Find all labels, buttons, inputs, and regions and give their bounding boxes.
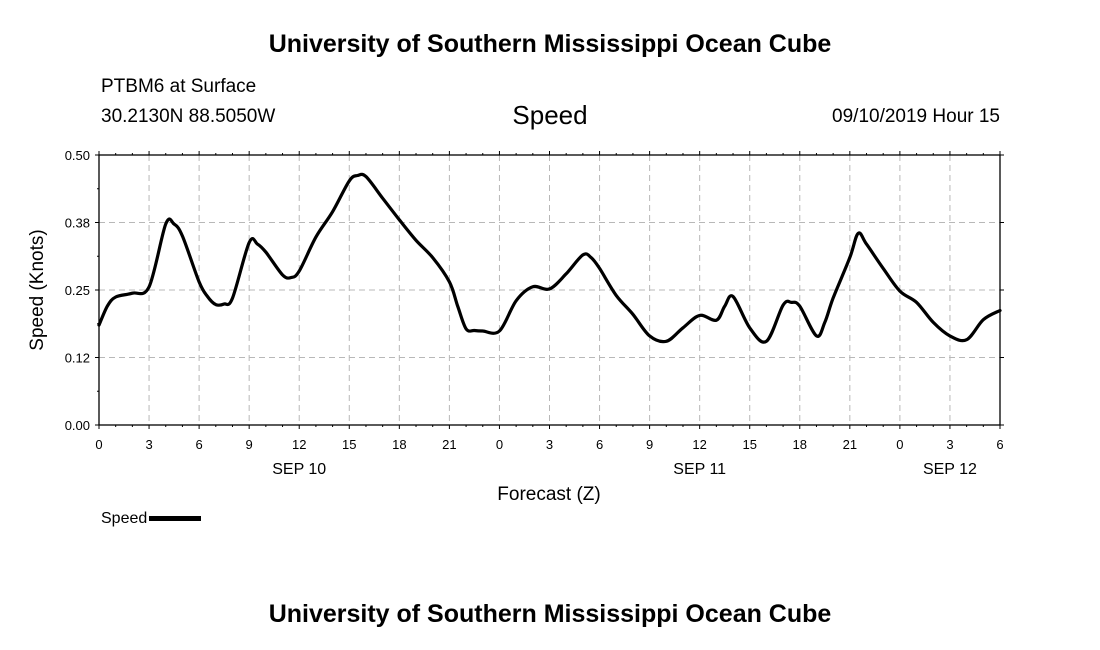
speed-series-line [97, 172, 1002, 344]
x-tick-label: 18 [793, 437, 807, 452]
legend-label: Speed [101, 510, 148, 527]
x-tick-label: 3 [946, 437, 953, 452]
x-tick-label: 9 [646, 437, 653, 452]
y-tick-label: 0.12 [65, 351, 90, 366]
chart-header-title: University of Southern Mississippi Ocean… [268, 30, 832, 58]
legend-swatch [149, 516, 202, 522]
x-axis-label: Forecast (Z) [497, 484, 600, 505]
station-label: PTBM6 at Surface [101, 76, 257, 97]
x-tick-label: 6 [195, 437, 202, 452]
y-tick-label: 0.25 [65, 283, 90, 298]
x-tick-label: 0 [896, 437, 903, 452]
x-tick-label: 21 [442, 437, 456, 452]
x-tick-label: 0 [496, 437, 503, 452]
x-tick-label: 12 [692, 437, 706, 452]
x-tick-label: 6 [996, 437, 1003, 452]
x-tick-label: 0 [95, 437, 102, 452]
day-label: SEP 12 [923, 461, 977, 478]
x-tick-label: 21 [843, 437, 857, 452]
day-label: SEP 11 [673, 461, 726, 478]
x-tick-label: 3 [546, 437, 553, 452]
y-tick-label: 0.00 [65, 418, 90, 433]
y-axis-label: Speed (Knots) [27, 229, 48, 350]
coordinates-label: 30.2130N 88.5050W [101, 106, 276, 127]
x-tick-label: 15 [342, 437, 356, 452]
x-tick-label: 6 [596, 437, 603, 452]
x-tick-label: 18 [392, 437, 406, 452]
chart-title: Speed [512, 100, 588, 130]
x-tick-label: 15 [742, 437, 756, 452]
legend: Speed [101, 510, 202, 528]
x-tick-label: 12 [292, 437, 306, 452]
axis-labels: 0.00 0.12 0.25 0.38 0.50 0 3 6 9 12 15 18 21 0 3 6 9 12 15… [65, 148, 1004, 478]
x-tick-label: 9 [246, 437, 253, 452]
footer-title: University of Southern Mississippi Ocean… [268, 600, 832, 628]
day-label: SEP 10 [272, 461, 326, 478]
y-tick-label: 0.38 [65, 216, 90, 231]
y-tick-label: 0.50 [65, 148, 90, 163]
timestamp-label: 09/10/2019 Hour 15 [832, 106, 1000, 127]
plot-frame [98, 154, 1001, 426]
x-tick-label: 3 [145, 437, 152, 452]
